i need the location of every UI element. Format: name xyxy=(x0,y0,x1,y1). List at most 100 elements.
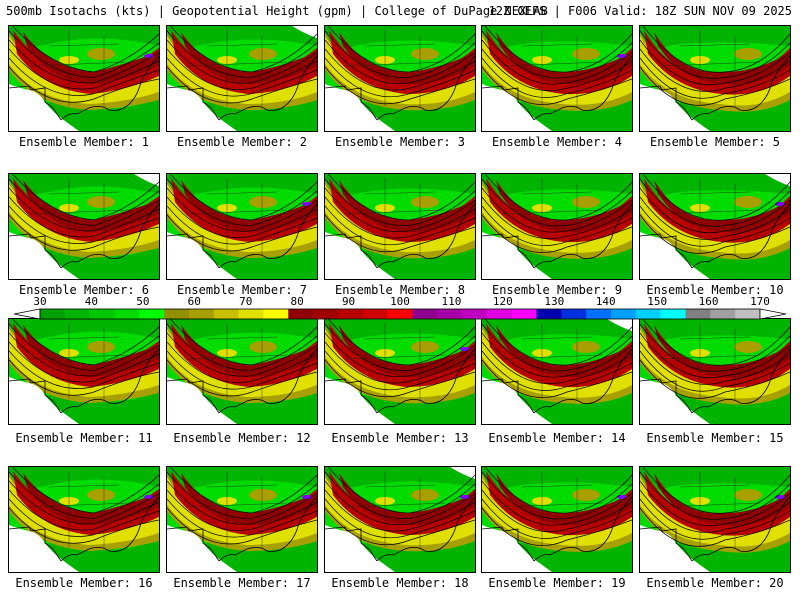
ensemble-member-label: Ensemble Member: 18 xyxy=(331,576,469,590)
colorbar-swatch xyxy=(735,309,761,319)
colorbar-swatch xyxy=(362,309,388,319)
isotach-map xyxy=(325,26,475,131)
colorbar-tick-label: 160 xyxy=(698,295,719,308)
isotach-map xyxy=(9,26,159,131)
colorbar-tick-label: 60 xyxy=(187,295,201,308)
ensemble-panel xyxy=(166,466,318,573)
ensemble-panel xyxy=(481,25,633,132)
colorbar-tick-label: 150 xyxy=(647,295,668,308)
colorbar-tick-label: 170 xyxy=(750,295,770,308)
ensemble-panel xyxy=(481,318,633,425)
colorbar-swatch xyxy=(114,309,140,319)
colorbar-tick-label: 140 xyxy=(595,295,616,308)
isotach-map xyxy=(325,174,475,279)
ensemble-member-label: Ensemble Member: 9 xyxy=(491,283,623,297)
colorbar-tick-label: 80 xyxy=(290,295,304,308)
ensemble-member-label: Ensemble Member: 1 xyxy=(18,135,150,149)
colorbar-swatch xyxy=(685,309,711,319)
isotach-map xyxy=(325,467,475,572)
colorbar-high-arrow xyxy=(759,308,787,320)
ensemble-member-label: Ensemble Member: 3 xyxy=(334,135,466,149)
ensemble-panel xyxy=(324,25,476,132)
isotach-map xyxy=(640,26,790,131)
colorbar-strip xyxy=(13,308,787,320)
ensemble-panel xyxy=(8,318,160,425)
ensemble-member-label: Ensemble Member: 5 xyxy=(649,135,781,149)
isotach-map xyxy=(9,467,159,572)
colorbar-swatch xyxy=(536,309,562,319)
colorbar-swatch xyxy=(660,309,686,319)
colorbar-swatch xyxy=(561,309,587,319)
ensemble-panel xyxy=(639,318,791,425)
isotach-map xyxy=(9,319,159,424)
colorbar-swatch xyxy=(64,309,90,319)
colorbar-swatch xyxy=(238,309,264,319)
ensemble-member-label: Ensemble Member: 13 xyxy=(331,431,469,445)
colorbar-tick-label: 120 xyxy=(492,295,513,308)
colorbar-swatch xyxy=(511,309,537,319)
ensemble-member-label: Ensemble Member: 15 xyxy=(646,431,784,445)
ensemble-member-label: Ensemble Member: 20 xyxy=(646,576,784,590)
ensemble-member-label: Ensemble Member: 7 xyxy=(176,283,308,297)
colorbar-swatch xyxy=(288,309,314,319)
colorbar-swatch xyxy=(611,309,637,319)
isotach-map xyxy=(640,174,790,279)
colorbar-swatch xyxy=(139,309,165,319)
ensemble-panel xyxy=(8,25,160,132)
ensemble-panel xyxy=(166,173,318,280)
isotach-map xyxy=(9,174,159,279)
colorbar-tick-label: 110 xyxy=(441,295,462,308)
isotach-map xyxy=(482,467,632,572)
isotach-map xyxy=(167,467,317,572)
colorbar-swatch xyxy=(40,309,66,319)
ensemble-member-label: Ensemble Member: 4 xyxy=(491,135,623,149)
ensemble-panel xyxy=(324,173,476,280)
colorbar-tick-label: 130 xyxy=(544,295,565,308)
ensemble-member-label: Ensemble Member: 11 xyxy=(15,431,153,445)
colorbar-swatch xyxy=(635,309,661,319)
isotach-map xyxy=(640,319,790,424)
colorbar-swatch xyxy=(437,309,463,319)
ensemble-panel xyxy=(8,173,160,280)
colorbar-swatch xyxy=(586,309,612,319)
colorbar-swatch xyxy=(337,309,364,319)
isotach-map xyxy=(482,319,632,424)
ensemble-member-label: Ensemble Member: 17 xyxy=(173,576,311,590)
ensemble-panel xyxy=(324,466,476,573)
ensemble-member-label: Ensemble Member: 12 xyxy=(173,431,311,445)
colorbar-swatch xyxy=(412,309,438,319)
colorbar-swatch xyxy=(213,309,239,319)
colorbar-tick-label: 40 xyxy=(84,295,99,308)
ensemble-panel xyxy=(481,173,633,280)
run-valid-time: 12Z GEFS | F006 Valid: 18Z SUN NOV 09 20… xyxy=(488,4,792,18)
isotach-map xyxy=(167,319,317,424)
colorbar-swatch xyxy=(313,309,339,319)
ensemble-panel xyxy=(8,466,160,573)
colorbar-tick-label: 70 xyxy=(239,295,253,308)
ensemble-member-label: Ensemble Member: 10 xyxy=(646,283,784,297)
ensemble-panel xyxy=(481,466,633,573)
wind-speed-colorbar: 30 40 50 60 70 80 90 100 110 120 130 140 150 160 170 xyxy=(0,296,800,322)
colorbar-swatch xyxy=(188,309,215,319)
isotach-map xyxy=(167,174,317,279)
isotach-map xyxy=(482,26,632,131)
ensemble-member-label: Ensemble Member: 6 xyxy=(18,283,150,297)
colorbar-low-arrow xyxy=(13,308,41,320)
colorbar-swatch xyxy=(462,309,488,319)
ensemble-member-label: Ensemble Member: 2 xyxy=(176,135,308,149)
ensemble-panel xyxy=(324,318,476,425)
ensemble-panel xyxy=(166,318,318,425)
ensemble-panel xyxy=(639,466,791,573)
colorbar-swatch xyxy=(89,309,115,319)
isotach-map xyxy=(640,467,790,572)
colorbar-swatch xyxy=(164,309,190,319)
map-title: 500mb Isotachs (kts) | Geopotential Heig… xyxy=(6,4,548,18)
title-bar: 500mb Isotachs (kts) | Geopotential Heig… xyxy=(0,0,800,22)
ensemble-panel xyxy=(639,25,791,132)
isotach-map xyxy=(325,319,475,424)
colorbar-swatch xyxy=(263,309,289,319)
ensemble-member-label: Ensemble Member: 16 xyxy=(15,576,153,590)
colorbar-tick-label: 90 xyxy=(341,295,356,308)
colorbar-swatch xyxy=(387,309,413,319)
colorbar-tick-label: 100 xyxy=(390,295,410,308)
